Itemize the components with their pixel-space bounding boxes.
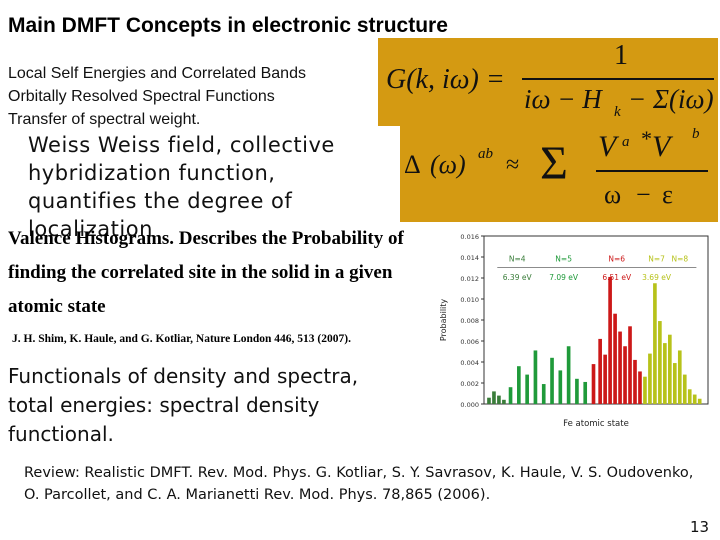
histogram-bar [618,331,622,404]
histogram-bar [492,391,496,404]
histogram-bar [613,313,617,404]
equation-denominator: iω − H [524,84,602,114]
y-tick-label: 0.014 [460,254,479,262]
y-tick-label: 0.010 [460,296,479,304]
citation: J. H. Shim, K. Haule, and G. Kotliar, Na… [12,333,351,345]
superscript-b: b [692,126,700,142]
histogram-bar [566,346,571,404]
superscript-ab: ab [478,146,493,162]
valence-histograms-text: Valence Histograms. Describes the Probab… [8,228,404,317]
histogram-bar [692,394,697,404]
histogram-bar [517,366,521,404]
x-axis-label: Fe atomic state [563,419,629,429]
valence-histogram-chart: 0.000 0.002 0.004 0.006 0.008 0.010 0.012 0.014… [436,228,716,434]
histogram-bar [633,359,637,404]
y-tick-label: 0.008 [460,317,479,325]
hopping-v: V [598,130,617,163]
histogram-bar [672,363,677,404]
fraction-bar [522,78,714,80]
hopping-v-second: V [652,130,671,163]
histogram-bar [508,387,513,404]
histogram-bar [591,364,596,404]
page-number: 13 [690,518,710,536]
omega-symbol: ω [604,180,622,209]
conjugate-star: * [640,126,651,151]
histogram-bar [668,334,672,404]
histogram-bar [487,397,491,404]
histogram-bar [575,378,579,404]
histogram-bar [558,370,563,404]
state-label: N=5 [555,254,572,263]
equation-tail: − Σ(iω) [628,84,714,114]
y-tick-label: 0.002 [460,380,479,388]
state-energy-label: 3.69 eV [642,273,672,282]
delta-symbol: Δ [404,150,421,179]
minus-symbol: − [636,180,651,209]
state-label: N=8 [671,254,688,263]
state-energy-label: 6.51 eV [602,273,632,282]
equation-subscript: k [614,104,621,120]
state-energy-label: 6.39 eV [503,273,533,282]
equation-numerator: 1 [614,40,628,71]
y-axis-label: Probability [439,299,448,342]
state-label: N=4 [509,254,526,263]
y-tick-label: 0.006 [460,338,479,346]
functionals-text: Functionals of density and spectra, tota… [8,364,359,446]
histogram-bar [608,276,612,404]
y-tick-label: 0.016 [460,233,479,241]
omega-argument: (ω) [430,150,466,179]
state-label: N=7 [648,254,665,263]
histogram-bar [677,350,682,404]
epsilon-symbol: ε [662,180,673,209]
histogram-bar [583,381,588,404]
histogram-bar [663,343,667,404]
histogram-bar [550,357,554,404]
concept-item: Orbitally Resolved Spectral Functions [8,88,275,105]
histogram-bar [648,353,652,404]
histogram-bar [697,398,702,404]
sum-symbol: Σ [540,137,568,190]
equation-lhs: G(k, iω) = [386,64,505,95]
histogram-bar [541,384,546,404]
concept-item: Local Self Energies and Correlated Bands [8,65,306,82]
y-tick-label: 0.004 [460,359,479,367]
weiss-field-text: Weiss Weiss field, collective hybridizat… [28,133,335,241]
fraction-bar-2 [596,170,708,172]
histogram-bar [638,371,642,404]
histogram-bar [525,374,529,404]
histogram-bar [623,346,627,404]
greens-function-equation: G(k, iω) = 1 iω − H k − Σ(iω) [378,38,718,126]
histogram-bar [643,376,647,404]
state-label: N=6 [608,254,625,263]
y-tick-label: 0.012 [460,275,479,283]
histogram-bar [653,283,657,404]
equals-symbol: ≈ [506,152,520,178]
review-reference: Review: Realistic DMFT. Rev. Mod. Phys. … [24,465,694,503]
histogram-bar [598,338,602,404]
histogram-bar [628,326,632,404]
hybridization-equation: Δ (ω) ab ≈ Σ V a * V b ω − ε [400,122,718,222]
y-tick-label: 0.000 [460,401,479,409]
histogram-bar [502,399,506,404]
histogram-bar [497,395,501,404]
histogram-svg: 0.000 0.002 0.004 0.006 0.008 0.010 0.012 0.014… [439,233,709,429]
histogram-bar [533,350,538,404]
concept-item: Transfer of spectral weight. [8,111,201,128]
state-energy-label: 7.09 eV [549,273,579,282]
slide-title: Main DMFT Concepts in electronic structu… [8,14,448,37]
histogram-bar [682,374,687,404]
histogram-bar [687,389,692,404]
superscript-a: a [622,134,630,150]
concept-list: Local Self Energies and Correlated Bands… [8,62,306,131]
histogram-bar [658,321,662,404]
histogram-bar [603,354,607,404]
